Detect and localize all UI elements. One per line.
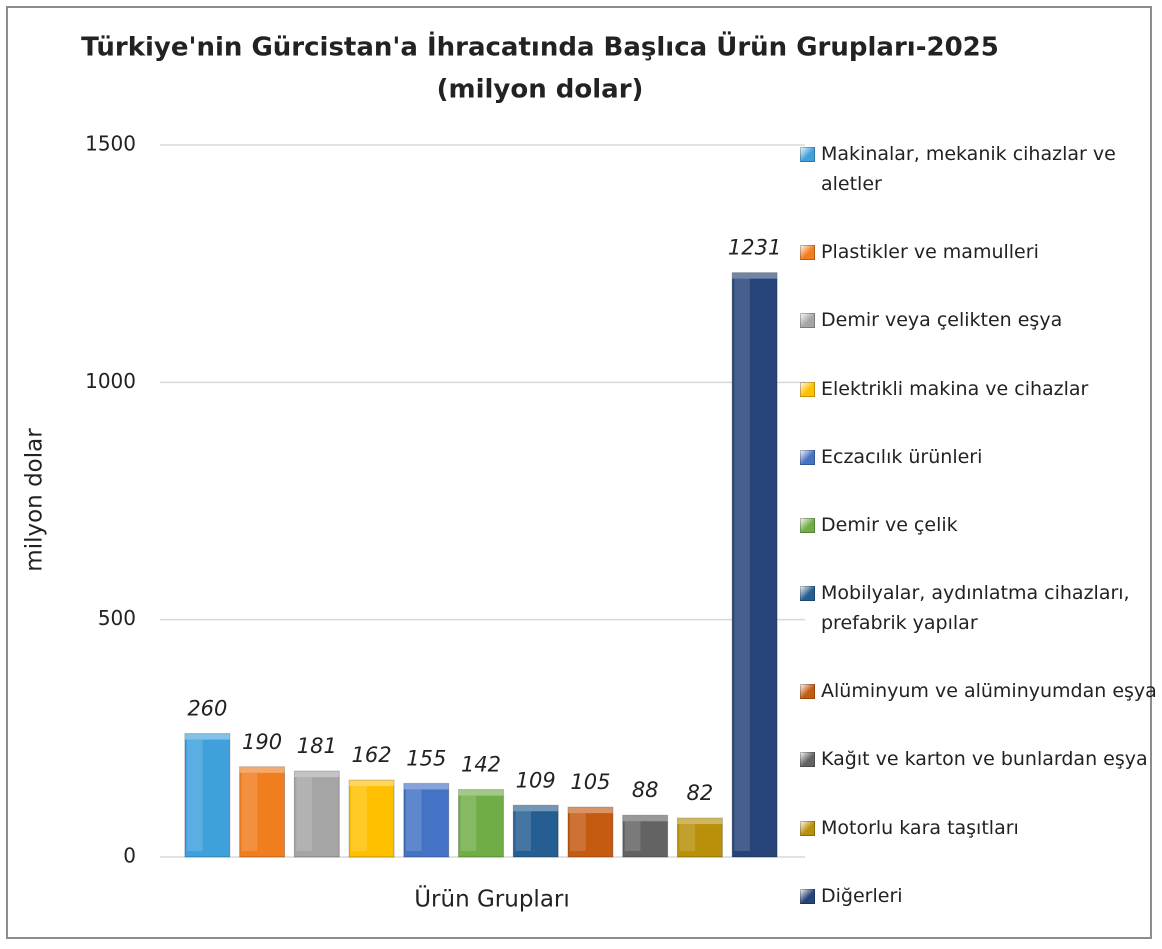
chart-title: Türkiye'nin Gürcistan'a İhracatında Başl…	[81, 30, 999, 63]
bar-sheen	[296, 777, 313, 851]
legend-item: Makinalar, mekanik cihazlar ve aletler	[800, 139, 1158, 199]
y-axis-label: milyon dolar	[22, 428, 48, 572]
chart-subtitle: (milyon dolar)	[437, 75, 644, 105]
legend-label: Mobilyalar, aydınlatma cihazları, prefab…	[821, 582, 1130, 635]
bar-top	[239, 766, 285, 773]
x-axis-label: Ürün Grupları	[414, 885, 570, 913]
legend-label: Demir veya çelikten eşya	[821, 309, 1063, 332]
value-label: 142	[461, 753, 501, 777]
chart-border	[6, 6, 1152, 939]
legend-item: Mobilyalar, aydınlatma cihazları, prefab…	[800, 578, 1158, 638]
legend-swatch	[800, 586, 815, 602]
bar-sheen	[570, 813, 586, 851]
bar-sheen	[405, 789, 422, 851]
legend-swatch	[800, 313, 815, 329]
bar	[676, 817, 723, 858]
legend-swatch	[800, 381, 815, 397]
bar	[622, 814, 669, 858]
legend-item: Demir ve çelik	[800, 510, 1158, 540]
legend-label: Kağıt ve karton ve bunlardan eşya	[821, 748, 1148, 771]
bar-top	[349, 780, 394, 787]
bar	[731, 272, 778, 858]
legend-item: Elektrikli makina ve cihazlar	[800, 374, 1158, 404]
legend-label: Elektrikli makina ve cihazlar	[821, 377, 1089, 400]
bar-sheen	[515, 811, 531, 851]
value-label: 155	[406, 746, 446, 770]
bar	[293, 770, 340, 858]
bar-sheen	[241, 772, 258, 851]
legend-swatch	[800, 449, 815, 465]
legend-swatch	[800, 684, 815, 700]
value-label: 190	[242, 730, 282, 754]
bar-top	[403, 783, 449, 790]
legend-swatch	[800, 245, 815, 261]
bar-sheen	[679, 824, 696, 851]
bar-top	[184, 733, 230, 740]
value-label: 109	[516, 768, 556, 792]
bar-sheen	[460, 795, 477, 851]
legend-swatch	[800, 752, 815, 768]
value-label: 82	[687, 781, 714, 805]
bar-top	[513, 805, 559, 812]
bar-sheen	[624, 821, 641, 851]
bar-top	[294, 771, 340, 778]
legend-swatch	[800, 517, 815, 533]
legend-label: Alüminyum ve alüminyumdan eşya	[821, 680, 1157, 703]
legend-swatch	[800, 147, 815, 163]
bar-top	[568, 807, 613, 814]
legend-item: Eczacılık ürünleri	[800, 442, 1158, 472]
bar	[348, 779, 395, 858]
bar	[458, 789, 504, 858]
y-tick-label: 0	[123, 844, 136, 868]
legend-label: Makinalar, mekanik cihazlar ve aletler	[821, 143, 1116, 196]
value-label: 162	[351, 743, 391, 767]
value-label: 181	[297, 734, 337, 758]
bar-top	[622, 815, 668, 822]
legend-item: Alüminyum ve alüminyumdan eşya	[800, 676, 1158, 706]
legend-label: Plastikler ve mamulleri	[821, 241, 1039, 264]
legend-item: Kağıt ve karton ve bunlardan eşya	[800, 744, 1158, 774]
value-label: 1231	[728, 236, 781, 260]
bar	[184, 733, 231, 858]
bar	[239, 766, 286, 858]
legend-item: Demir veya çelikten eşya	[800, 305, 1158, 335]
legend-swatch	[800, 820, 815, 836]
bar-top	[677, 818, 723, 825]
legend-label: Demir ve çelik	[821, 513, 958, 536]
bar-top	[458, 789, 504, 796]
y-tick-label: 500	[98, 606, 136, 630]
value-label: 260	[187, 697, 227, 721]
value-label: 88	[632, 778, 659, 802]
legend-label: Eczacılık ürünleri	[821, 445, 983, 468]
bar-sheen	[186, 739, 203, 851]
y-tick-label: 1000	[85, 369, 136, 393]
value-label: 105	[570, 770, 610, 794]
bar-top	[732, 272, 778, 279]
legend-item: Diğerleri	[800, 881, 1158, 911]
legend-label: Motorlu kara taşıtları	[821, 816, 1019, 839]
legend-item: Motorlu kara taşıtları	[800, 813, 1158, 843]
legend-swatch	[800, 888, 815, 904]
bar	[567, 806, 614, 858]
legend-item: Plastikler ve mamulleri	[800, 237, 1158, 267]
bar-sheen	[351, 786, 367, 851]
legend-label: Diğerleri	[821, 884, 903, 907]
y-tick-label: 1500	[85, 132, 136, 156]
bar-sheen	[734, 278, 750, 852]
bar	[512, 804, 559, 858]
legend: Makinalar, mekanik cihazlar ve aletler Pl…	[800, 120, 1158, 930]
bar	[403, 782, 450, 858]
